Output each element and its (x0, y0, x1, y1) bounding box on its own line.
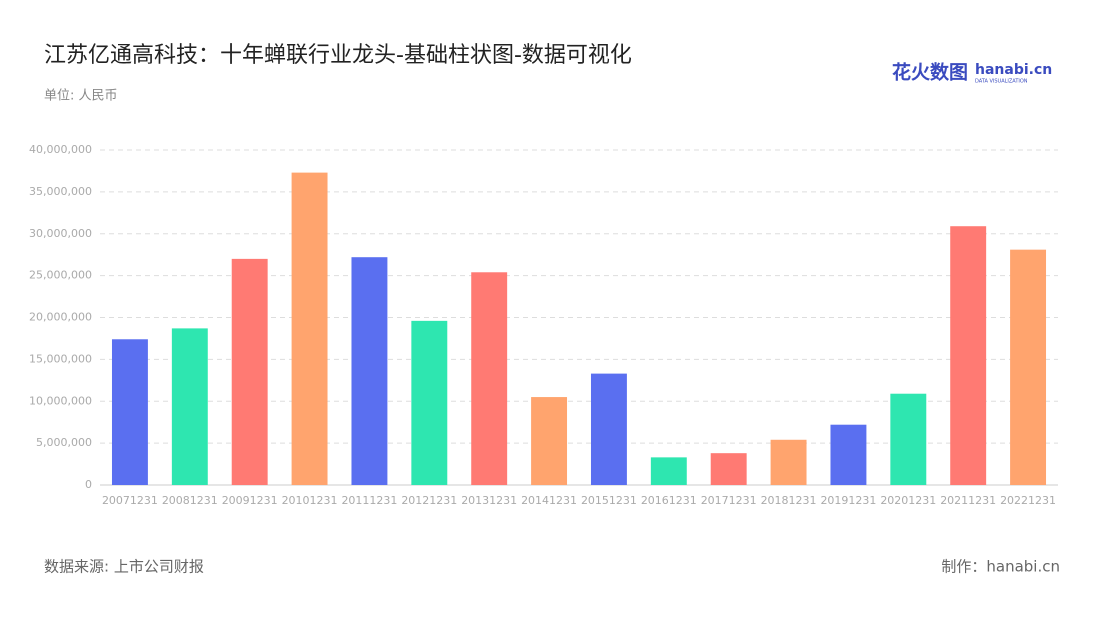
x-tick-label: 20101231 (282, 494, 338, 507)
y-tick-label: 25,000,000 (29, 269, 92, 282)
bar (950, 226, 987, 485)
bar (531, 397, 568, 485)
source: 数据来源: 上市公司财报 (44, 558, 204, 576)
x-tick-label: 20171231 (701, 494, 757, 507)
chart-title: 江苏亿通高科技：十年蝉联行业龙头-基础柱状图-数据可视化 (44, 43, 632, 68)
x-tick-label: 20211231 (940, 494, 996, 507)
x-tick-label: 20121231 (401, 494, 457, 507)
unit-label: 单位: 人民币 (44, 89, 118, 104)
x-tick-label: 20071231 (102, 494, 158, 507)
bar (1010, 249, 1047, 485)
y-tick-label: 40,000,000 (29, 143, 92, 156)
x-tick-label: 20151231 (581, 494, 637, 507)
bar (890, 393, 927, 485)
bar (650, 457, 687, 485)
bar (590, 373, 627, 485)
x-tick-label: 20221231 (1000, 494, 1056, 507)
y-tick-label: 5,000,000 (36, 436, 92, 449)
bar (171, 328, 208, 485)
bar (770, 439, 807, 485)
y-tick-label: 15,000,000 (29, 352, 92, 365)
bar (111, 339, 148, 485)
bar (231, 258, 268, 485)
logo-tagline: DATA VISUALIZATION (975, 79, 1028, 85)
logo-brand: hanabi.cn (975, 62, 1052, 78)
bar (291, 172, 328, 486)
bar (710, 453, 747, 485)
bar (411, 320, 448, 485)
y-tick-label: 10,000,000 (29, 394, 92, 407)
y-tick-label: 35,000,000 (29, 185, 92, 198)
credit: 制作：hanabi.cn (941, 558, 1060, 576)
x-tick-label: 20091231 (222, 494, 278, 507)
x-tick-label: 20141231 (521, 494, 577, 507)
x-tick-label: 20111231 (341, 494, 397, 507)
logo-name: 花火数图 (892, 61, 968, 84)
bar (351, 257, 388, 485)
x-tick-label: 20181231 (761, 494, 817, 507)
x-tick-label: 20191231 (820, 494, 876, 507)
x-tick-label: 20081231 (162, 494, 218, 507)
bar (830, 424, 867, 485)
y-tick-label: 0 (85, 478, 92, 491)
bar (471, 272, 508, 485)
x-tick-label: 20161231 (641, 494, 697, 507)
x-tick-label: 20131231 (461, 494, 517, 507)
x-tick-label: 20201231 (880, 494, 936, 507)
y-tick-label: 20,000,000 (29, 311, 92, 324)
y-tick-label: 30,000,000 (29, 227, 92, 240)
